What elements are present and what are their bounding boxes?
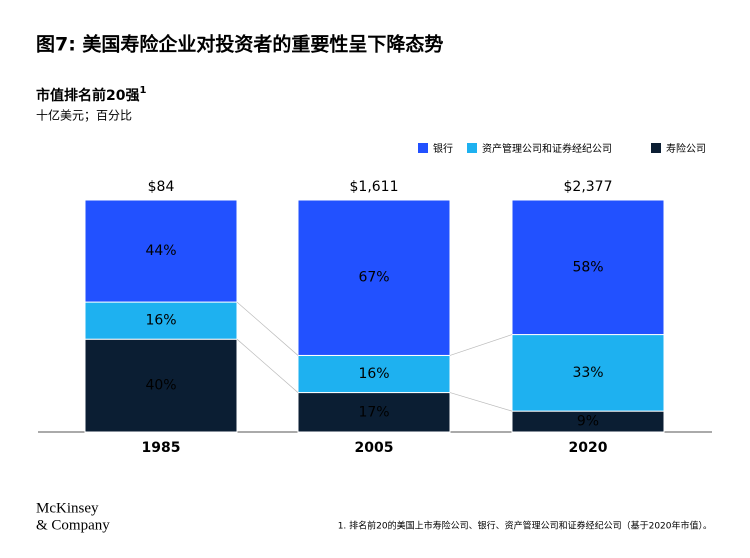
bar-segment: [84, 301, 238, 340]
connector: [449, 392, 513, 412]
bar-segment: [84, 338, 238, 433]
bar-segment: [511, 334, 665, 412]
units: 十亿美元；百分比: [36, 108, 132, 123]
bar-segment: [511, 199, 665, 336]
legend-swatch: [418, 143, 428, 153]
logo-line: & Company: [36, 517, 110, 533]
x-tick-label: 2005: [355, 440, 394, 456]
connector: [236, 301, 299, 356]
data-label: 16%: [145, 313, 176, 329]
bar-segment: [297, 199, 451, 356]
data-label: 67%: [358, 270, 389, 286]
x-tick-label: 2020: [569, 440, 608, 456]
connector: [236, 338, 299, 393]
logo-line: McKinsey: [36, 500, 99, 516]
subtitle-note: 1: [139, 85, 146, 96]
legend-swatch: [651, 143, 661, 153]
x-tick-label: 1985: [142, 440, 181, 456]
legend-swatch: [467, 143, 477, 153]
legend-label: 寿险公司: [666, 142, 706, 155]
data-label: 17%: [358, 404, 389, 420]
data-label: 40%: [145, 378, 176, 394]
legend-label: 银行: [433, 142, 453, 155]
chart-title: 图7: 美国寿险企业对投资者的重要性呈下降态势: [36, 33, 443, 56]
connector: [449, 334, 513, 356]
subtitle: 市值排名前20强1: [36, 85, 146, 104]
bar-segment: [297, 354, 451, 394]
legend-label: 资产管理公司和证券经纪公司: [482, 142, 612, 155]
total-label: $2,377: [564, 179, 613, 195]
total-label: $84: [148, 179, 175, 195]
bar-segment: [297, 392, 451, 433]
data-label: 9%: [577, 414, 599, 430]
data-label: 58%: [572, 259, 603, 275]
data-label: 16%: [358, 366, 389, 382]
bar-segment: [84, 199, 238, 303]
data-label: 33%: [572, 365, 603, 381]
subtitle-text: 市值排名前20强: [36, 87, 139, 104]
data-label: 44%: [145, 243, 176, 259]
footnote: 1. 排名前20的美国上市寿险公司、银行、资产管理公司和证券经纪公司（基于202…: [338, 520, 712, 532]
total-label: $1,611: [350, 179, 399, 195]
